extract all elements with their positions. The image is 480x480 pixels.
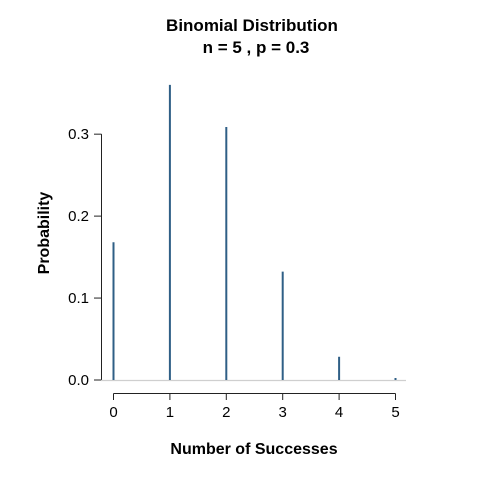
y-tick-label: 0.3 xyxy=(68,126,89,143)
chart-subtitle: n = 5 , p = 0.3 xyxy=(203,38,310,57)
x-tick-label: 2 xyxy=(222,404,230,421)
x-tick-label: 3 xyxy=(279,404,287,421)
y-tick-label: 0.2 xyxy=(68,208,89,225)
x-tick-label: 5 xyxy=(391,404,399,421)
x-axis: 0 1 2 3 4 5 xyxy=(109,393,400,421)
bars xyxy=(101,84,406,382)
chart-title: Binomial Distribution xyxy=(166,16,338,35)
y-axis-label: Probability xyxy=(36,192,53,275)
x-tick-label: 1 xyxy=(166,404,174,421)
x-axis-label: Number of Successes xyxy=(170,441,337,458)
y-tick-label: 0.1 xyxy=(68,290,89,307)
x-tick-label: 0 xyxy=(109,404,117,421)
y-tick-label: 0.0 xyxy=(68,372,89,389)
y-axis: 0.0 0.1 0.2 0.3 xyxy=(68,126,102,389)
x-tick-label: 4 xyxy=(335,404,343,421)
